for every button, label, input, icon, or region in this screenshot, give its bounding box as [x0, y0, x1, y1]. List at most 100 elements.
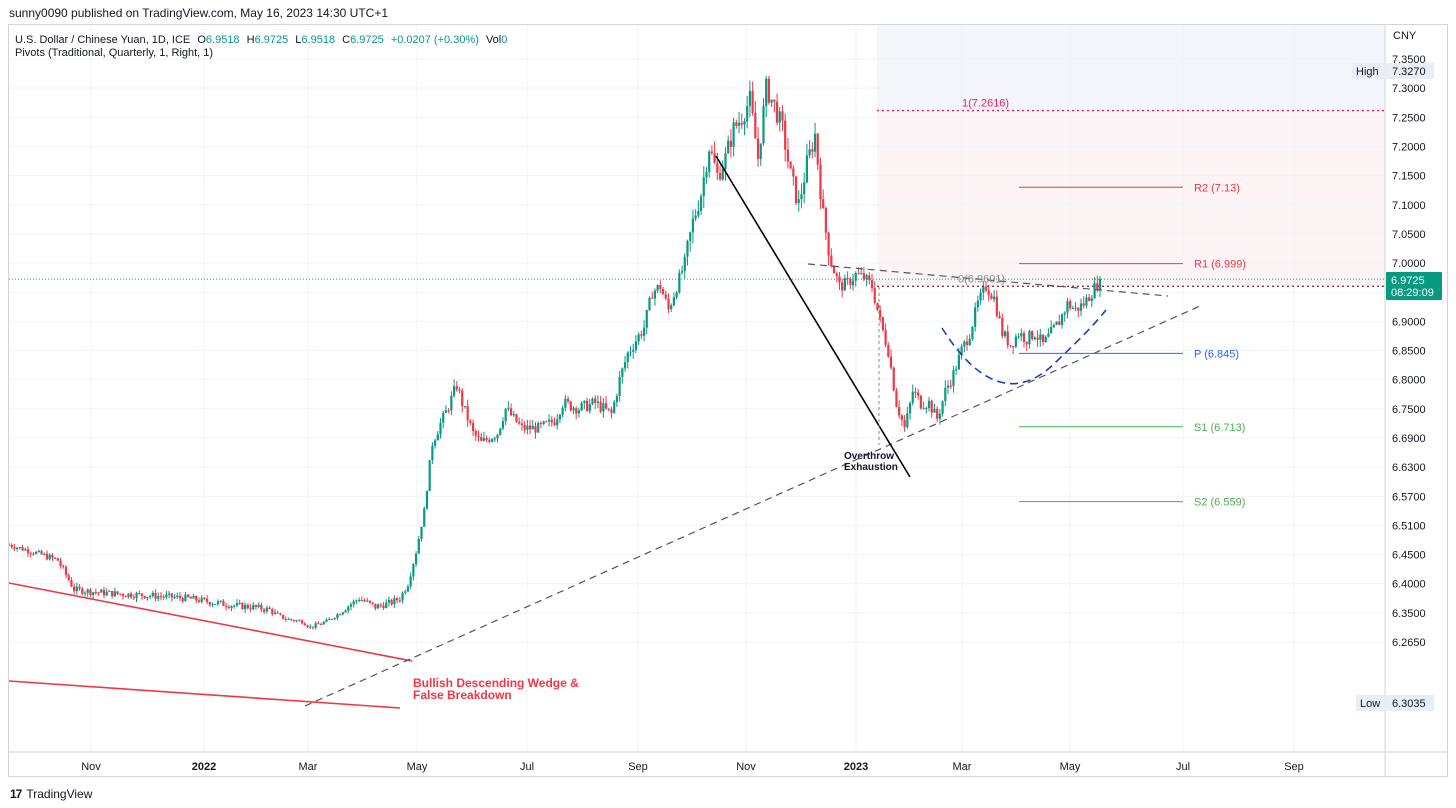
candle: [898, 400, 901, 419]
candle-body: [471, 423, 475, 431]
candle: [735, 119, 738, 129]
candle: [62, 564, 65, 569]
price-tick-label: 6.8500: [1392, 346, 1426, 358]
candle-body: [531, 426, 534, 430]
candle: [694, 209, 697, 222]
candle: [214, 603, 217, 605]
candle: [862, 267, 865, 282]
candle: [960, 343, 963, 360]
candle: [352, 599, 355, 608]
candle: [105, 588, 108, 597]
candle-body: [906, 413, 909, 428]
symbol-legend[interactable]: U.S. Dollar / Chinese Yuan, 1D, ICE O6.9…: [15, 33, 507, 48]
candle-body: [273, 612, 277, 614]
candle: [944, 380, 947, 406]
candle-body: [328, 618, 331, 620]
candle: [1012, 345, 1015, 355]
candle: [271, 607, 274, 617]
candle: [900, 414, 903, 426]
candle: [534, 421, 537, 439]
candle-body: [1003, 331, 1007, 337]
candle: [360, 596, 363, 601]
candle: [206, 594, 209, 605]
candle: [566, 396, 570, 404]
candle-body: [116, 591, 119, 594]
candle-body: [376, 604, 380, 609]
candle-body: [83, 592, 87, 594]
candle: [311, 626, 315, 630]
candle-body: [360, 599, 363, 601]
candle: [651, 291, 654, 299]
candle: [13, 544, 16, 551]
candle-body: [1025, 341, 1028, 345]
candle: [219, 600, 222, 604]
candle: [423, 506, 426, 527]
candle: [846, 271, 849, 285]
candle: [800, 183, 803, 209]
candle: [556, 413, 559, 430]
candle-body: [987, 290, 990, 296]
candle: [263, 607, 266, 615]
candle-body: [298, 620, 301, 622]
candle: [35, 550, 38, 555]
candle-body: [629, 351, 632, 353]
candle: [59, 557, 62, 569]
candle: [116, 591, 119, 596]
candle-body: [841, 282, 844, 291]
top-bar: sunny0090 published on TradingView.com, …: [0, 0, 1456, 24]
candle-body: [914, 391, 917, 393]
candle-body: [187, 594, 190, 598]
candle-body: [10, 544, 13, 548]
candle-body: [138, 593, 141, 595]
indicator-legend[interactable]: Pivots (Traditional, Quarterly, 1, Right…: [15, 47, 214, 59]
candle-body: [447, 410, 450, 412]
candle: [680, 265, 684, 275]
time-tick-label: Jul: [520, 761, 534, 773]
candle-body: [813, 133, 817, 152]
candle: [159, 592, 163, 601]
candle: [689, 231, 692, 252]
candle-body: [436, 434, 439, 441]
time-axis[interactable]: Nov 2022 Mar May Jul Sep Nov 2023 Mar May Jul Sep: [81, 761, 1304, 773]
candle: [993, 289, 996, 303]
candle-body: [181, 598, 184, 602]
symbol-name[interactable]: U.S. Dollar / Chinese Yuan, 1D, ICE: [15, 34, 191, 46]
candle: [792, 165, 795, 186]
low-value-bg: [1386, 695, 1434, 711]
time-tick-label: Jul: [1176, 761, 1190, 773]
last-price-tag: [1386, 272, 1442, 300]
candle: [708, 149, 711, 178]
candle: [895, 388, 898, 408]
candle-body: [341, 612, 344, 615]
candle-body: [1052, 324, 1055, 327]
candle-body: [75, 586, 78, 592]
candle-body: [311, 626, 315, 628]
candle: [794, 176, 798, 206]
candle-body: [816, 133, 819, 165]
candle: [615, 393, 619, 408]
candle: [371, 602, 374, 606]
candle-body: [73, 586, 76, 592]
candle-body: [952, 369, 955, 386]
candle-body: [439, 422, 442, 435]
candle: [499, 427, 502, 436]
price-axis[interactable]: CNY7.35007.30007.25007.20007.15007.10007…: [9, 25, 1448, 777]
candle: [127, 593, 130, 599]
candle-body: [648, 297, 651, 310]
candle-body: [575, 408, 578, 414]
candle: [412, 563, 415, 581]
candle-body: [1077, 307, 1080, 311]
candle: [287, 617, 290, 620]
candle-body: [792, 168, 795, 177]
candle-body: [235, 603, 239, 606]
candle: [645, 309, 648, 334]
candle: [691, 209, 695, 244]
candle-body: [409, 576, 412, 587]
candle-body: [713, 152, 716, 163]
candle-body: [385, 602, 388, 609]
candle: [575, 406, 578, 420]
candle-body: [542, 421, 545, 424]
candle: [637, 332, 640, 345]
candle: [333, 617, 336, 621]
